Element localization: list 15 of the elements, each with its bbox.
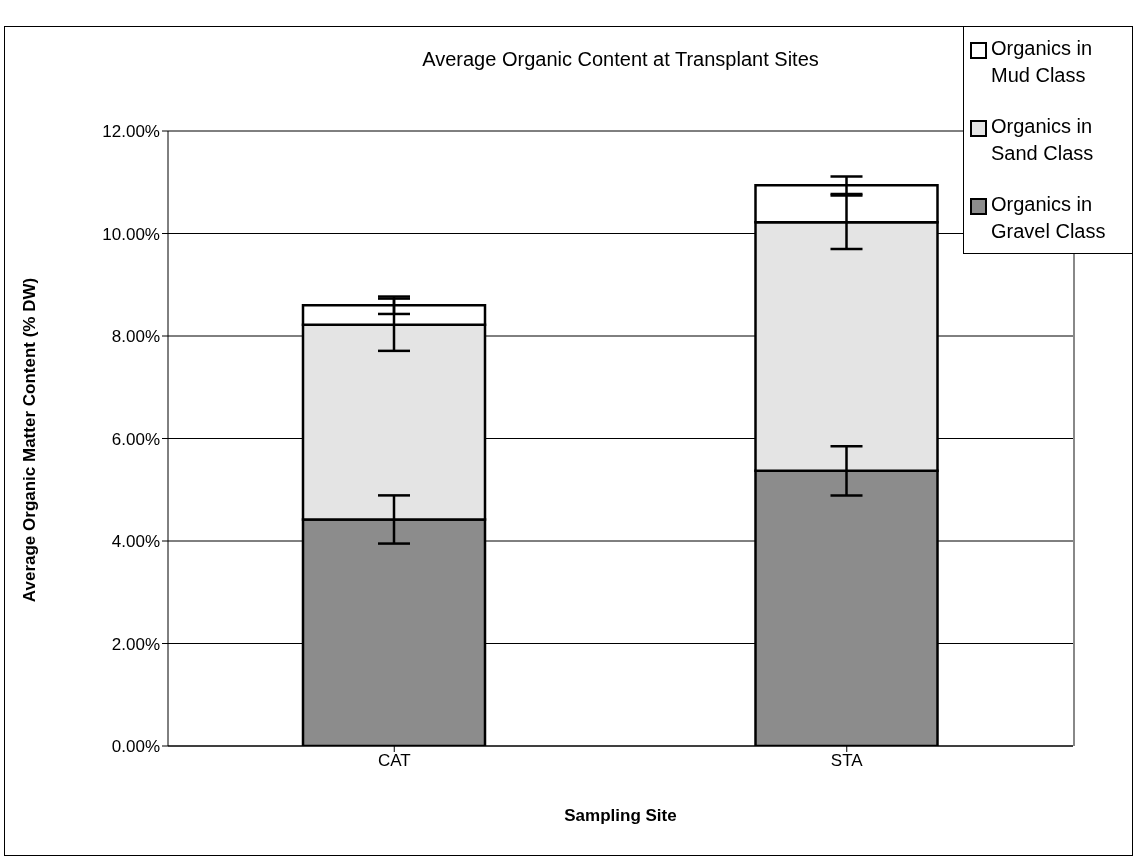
y-tick-label: 10.00% — [102, 224, 160, 244]
x-axis-title: Sampling Site — [563, 806, 678, 826]
legend-label: Organics in Mud Class — [991, 36, 1094, 88]
y-tick-label: 8.00% — [111, 327, 160, 347]
x-tick-label: CAT — [377, 751, 411, 771]
y-tick-label: 0.00% — [111, 737, 160, 757]
legend-label: Organics in Sand Class — [991, 114, 1095, 166]
y-tick-label: 2.00% — [111, 634, 160, 654]
chart-title: Average Organic Content at Transplant Sites — [422, 48, 819, 70]
y-tick-label: 12.00% — [102, 122, 160, 142]
y-tick-label: 4.00% — [111, 532, 160, 552]
y-tick-label: 6.00% — [111, 429, 160, 449]
x-tick-label: STA — [830, 751, 864, 771]
legend-label: Organics in Gravel Class — [991, 192, 1107, 244]
y-axis-title: Average Organic Matter Content (% DW) — [20, 277, 40, 603]
